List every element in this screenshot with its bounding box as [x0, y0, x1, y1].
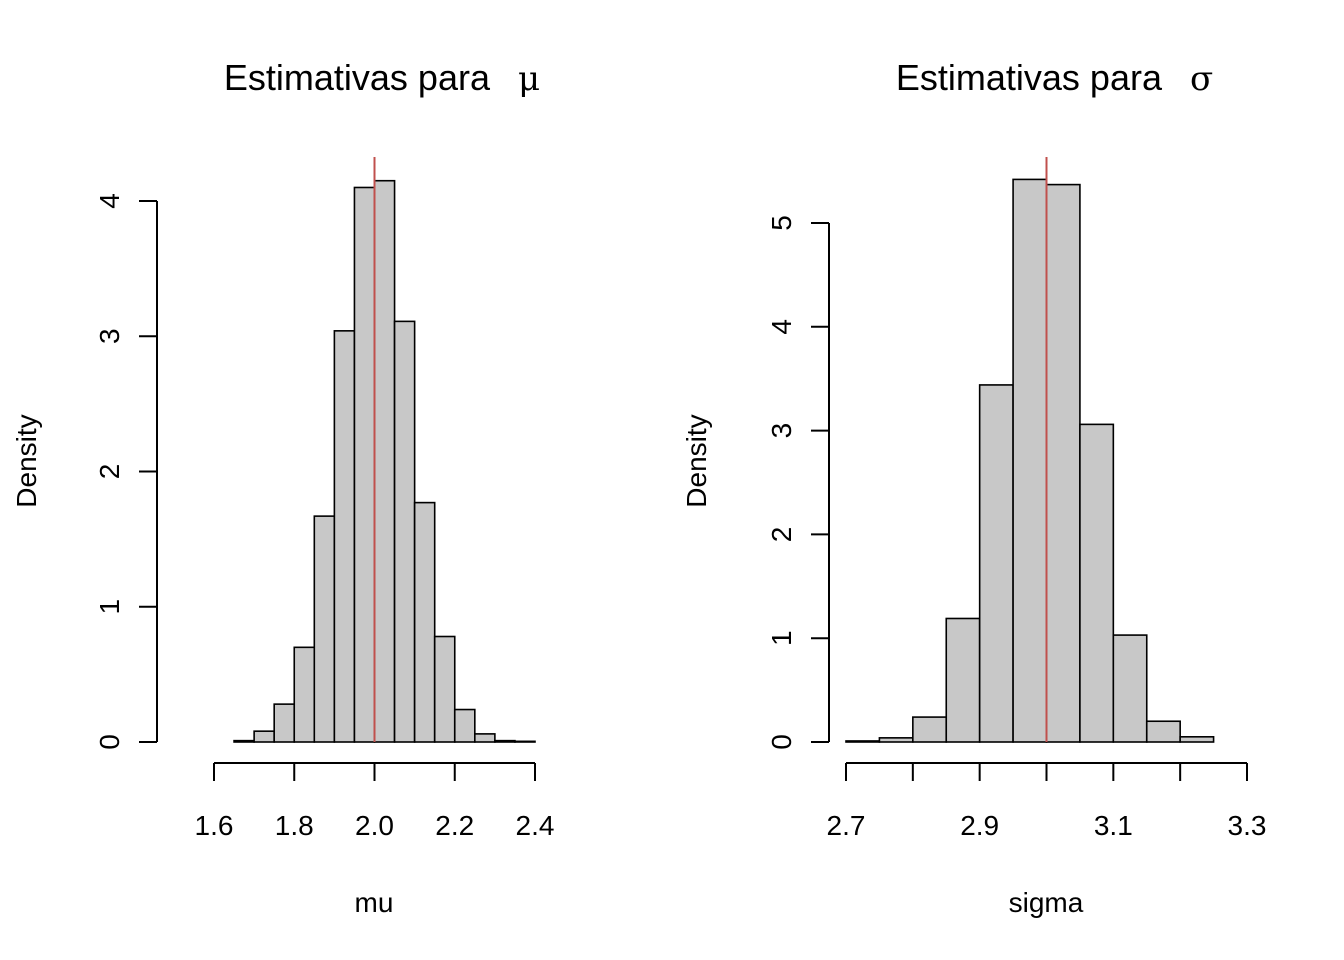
- histogram-bar-sigma-0: [845, 740, 881, 743]
- histogram-mu-panel: Estimativas para μ mu Density 1.6 1.8 2.0 2…: [11, 57, 554, 918]
- x-axis-sigma: 2.7 2.9 3.1 3.3: [827, 762, 1267, 841]
- x-tick-label-sigma-2: 2.9: [960, 810, 999, 841]
- histogram-bar-mu-1: [253, 730, 275, 743]
- histogram-bar-sigma-4: [978, 384, 1014, 743]
- histogram-bar-sigma-5: [1012, 178, 1048, 743]
- y-tick-label-sigma-5: 5: [766, 215, 797, 231]
- histogram-bar-sigma-8: [1112, 634, 1148, 743]
- histogram-bar-mu-10: [433, 635, 456, 743]
- y-tick-label-sigma-4: 4: [766, 319, 797, 335]
- histogram-bar-mu-5: [333, 330, 356, 743]
- histogram-bar-mu-13: [494, 739, 516, 743]
- x-axis-mu: 1.6 1.8 2.0 2.2 2.4: [195, 762, 555, 841]
- histogram-bar-sigma-3: [945, 617, 981, 743]
- histogram-bar-mu-0: [233, 739, 255, 743]
- x-tick-label-sigma-6: 3.3: [1228, 810, 1267, 841]
- y-tick-label-sigma-3: 3: [766, 423, 797, 439]
- y-tick-label-mu-2: 2: [94, 464, 125, 480]
- histogram-bar-mu-3: [293, 646, 316, 743]
- x-tick-label-sigma-4: 3.1: [1094, 810, 1133, 841]
- y-tick-label-mu-4: 4: [94, 193, 125, 209]
- y-tick-label-sigma-0: 0: [766, 734, 797, 750]
- x-tick-label-mu-4: 2.4: [516, 810, 555, 841]
- histogram-bar-mu-8: [393, 320, 416, 743]
- x-axis-label-sigma: sigma: [1009, 887, 1084, 918]
- bars-sigma: [845, 178, 1215, 743]
- chart-title-symbol-sigma: σ: [1190, 59, 1213, 99]
- histogram-bar-sigma-1: [878, 737, 914, 743]
- x-tick-label-sigma-0: 2.7: [827, 810, 866, 841]
- x-tick-label-mu-1: 1.8: [275, 810, 314, 841]
- bars-mu: [233, 179, 536, 743]
- y-tick-label-mu-3: 3: [94, 328, 125, 344]
- histogram-bar-mu-7: [373, 179, 396, 743]
- y-axis-mu: 0 1 2 3 4: [94, 193, 158, 750]
- histogram-bar-sigma-7: [1079, 423, 1115, 743]
- y-tick-label-sigma-1: 1: [766, 630, 797, 646]
- y-axis-label-mu: Density: [11, 414, 42, 507]
- histogram-bar-sigma-6: [1045, 183, 1081, 743]
- y-tick-label-mu-0: 0: [94, 734, 125, 750]
- y-axis-sigma: 0 1 2 3 4 5: [766, 215, 830, 750]
- x-tick-label-mu-3: 2.2: [435, 810, 474, 841]
- histogram-bar-mu-6: [353, 186, 376, 743]
- histogram-bar-mu-4: [313, 515, 336, 743]
- histogram-bar-mu-12: [474, 733, 496, 743]
- chart-title-sigma: Estimativas para: [896, 57, 1163, 98]
- histogram-bar-mu-14: [514, 740, 536, 743]
- y-tick-label-sigma-2: 2: [766, 527, 797, 543]
- histogram-sigma-panel: Estimativas para σ sigma Density 2.7 2.9 3…: [681, 57, 1266, 918]
- x-tick-label-mu-2: 2.0: [355, 810, 394, 841]
- histogram-bar-sigma-10: [1179, 736, 1215, 743]
- x-axis-label-mu: mu: [355, 887, 394, 918]
- y-axis-label-sigma: Density: [681, 414, 712, 507]
- histogram-bar-mu-9: [413, 501, 436, 743]
- histogram-bar-mu-11: [453, 708, 476, 743]
- chart-title-mu: Estimativas para: [224, 57, 491, 98]
- histogram-bar-mu-2: [273, 703, 296, 743]
- histogram-bar-sigma-9: [1145, 720, 1181, 743]
- chart-title-symbol-mu: μ: [518, 59, 540, 99]
- y-tick-label-mu-1: 1: [94, 599, 125, 615]
- x-tick-label-mu-0: 1.6: [195, 810, 234, 841]
- histogram-bar-sigma-2: [912, 716, 948, 743]
